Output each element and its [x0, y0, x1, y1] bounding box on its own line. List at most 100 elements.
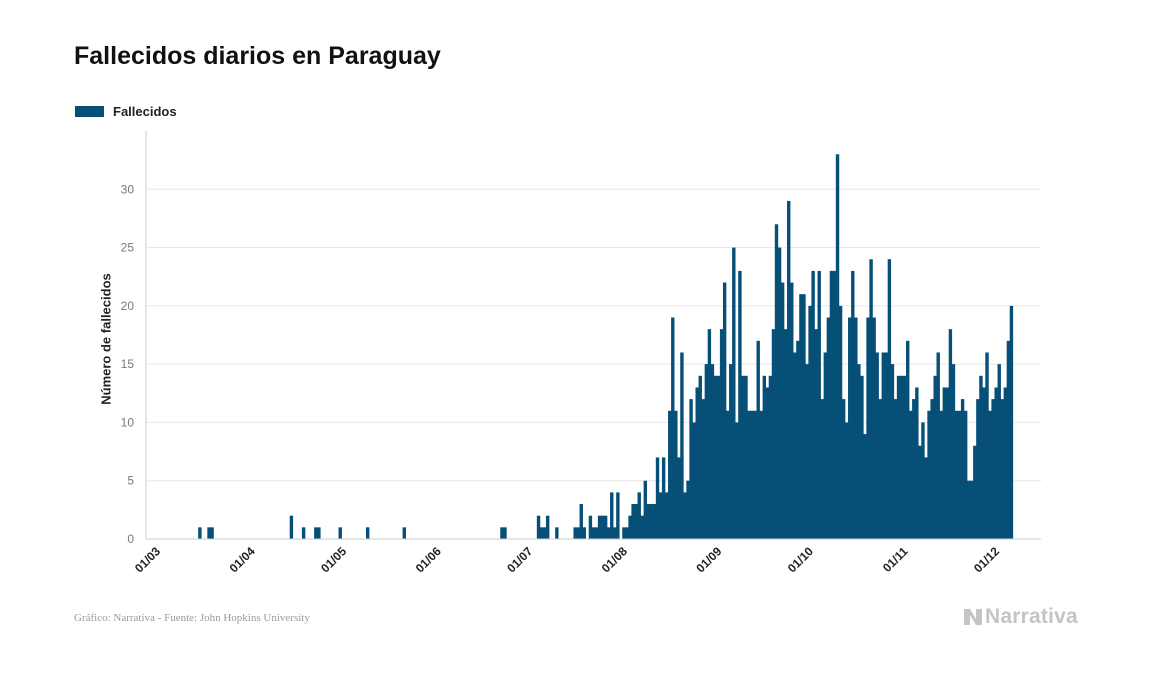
x-tick-label: 01/08 [599, 544, 630, 575]
bar [823, 352, 828, 539]
bar [863, 434, 867, 539]
x-tick-labels: 01/03 01/04 01/05 01/06 01/07 01/08 01/09 01/10… [132, 544, 1002, 575]
bar [1000, 399, 1004, 539]
y-tick-labels: 0 5 10 15 20 25 30 [121, 182, 135, 546]
bar [579, 504, 583, 539]
y-tick-label: 15 [121, 357, 135, 371]
bar [674, 410, 678, 539]
bar [967, 480, 971, 539]
bar [893, 399, 898, 539]
y-tick-label: 30 [121, 182, 135, 196]
x-tick-label: 01/06 [413, 544, 444, 575]
bar [603, 515, 608, 539]
bar [808, 305, 812, 539]
bar [817, 270, 821, 539]
bar [759, 410, 763, 539]
bar [887, 259, 892, 539]
bar [799, 294, 803, 539]
bar [207, 527, 211, 539]
bar [777, 247, 782, 539]
bar [610, 492, 614, 539]
bar [683, 492, 687, 539]
bar [762, 375, 767, 539]
y-tick-label: 20 [121, 299, 135, 313]
bar [924, 457, 928, 539]
bar [542, 527, 547, 539]
bar [668, 410, 672, 539]
bar [835, 154, 840, 539]
bar [649, 504, 654, 539]
bar [970, 480, 974, 539]
bar [930, 399, 934, 539]
bar [503, 527, 507, 539]
bar [927, 410, 931, 539]
bar [796, 340, 800, 539]
bar [997, 364, 1001, 539]
bar [539, 527, 544, 539]
bar [826, 317, 831, 539]
bar [753, 410, 757, 539]
narrativa-n-icon [964, 609, 982, 625]
bar [600, 515, 605, 539]
bar [1006, 340, 1011, 539]
bar [744, 375, 748, 539]
bar [704, 364, 709, 539]
y-tick-label: 10 [121, 415, 135, 429]
bar [811, 270, 815, 539]
legend: Fallecidos [75, 104, 177, 119]
bar [829, 270, 834, 539]
brand-name: Narrativa [985, 605, 1078, 628]
bar [613, 527, 617, 539]
bar [872, 317, 876, 539]
bar [631, 504, 635, 539]
bar [716, 375, 721, 539]
bar [909, 410, 913, 539]
bar [582, 527, 586, 539]
chart-title: Fallecidos diarios en Paraguay [74, 42, 441, 70]
brand-logo: Narrativa [963, 605, 1078, 629]
bar [729, 364, 733, 539]
bar [988, 410, 992, 539]
x-tick-label: 01/05 [318, 544, 349, 575]
bar [689, 399, 693, 539]
bar [661, 457, 666, 539]
y-tick-label: 5 [127, 474, 134, 488]
bar [793, 352, 797, 539]
bar [939, 410, 943, 539]
bar [536, 515, 541, 539]
bars [198, 154, 1014, 539]
bar [945, 387, 950, 539]
source-footer: Gráfico: Narrativa - Fuente: John Hopkin… [74, 612, 310, 624]
bar [985, 352, 989, 539]
bar [643, 480, 648, 539]
bar [948, 329, 953, 539]
bar [289, 515, 294, 539]
y-tick-label: 25 [121, 241, 135, 255]
bar [936, 352, 940, 539]
bar [741, 375, 745, 539]
bar [1009, 305, 1014, 539]
bar [771, 329, 776, 539]
bar [820, 399, 824, 539]
bar [768, 375, 773, 539]
bar [848, 317, 852, 539]
bar [710, 364, 715, 539]
bar [640, 515, 644, 539]
bar [314, 527, 318, 539]
bar [902, 375, 907, 539]
bar [402, 527, 406, 539]
bar [628, 515, 632, 539]
bar [588, 515, 593, 539]
bar [976, 399, 980, 539]
x-tick-label: 01/09 [693, 544, 724, 575]
bar [725, 410, 730, 539]
bar [722, 282, 727, 539]
bar [957, 410, 962, 539]
bar [652, 504, 657, 539]
bar [338, 527, 342, 539]
bar [805, 364, 809, 539]
bar [198, 527, 202, 539]
bar [851, 270, 855, 539]
bar [637, 492, 641, 539]
